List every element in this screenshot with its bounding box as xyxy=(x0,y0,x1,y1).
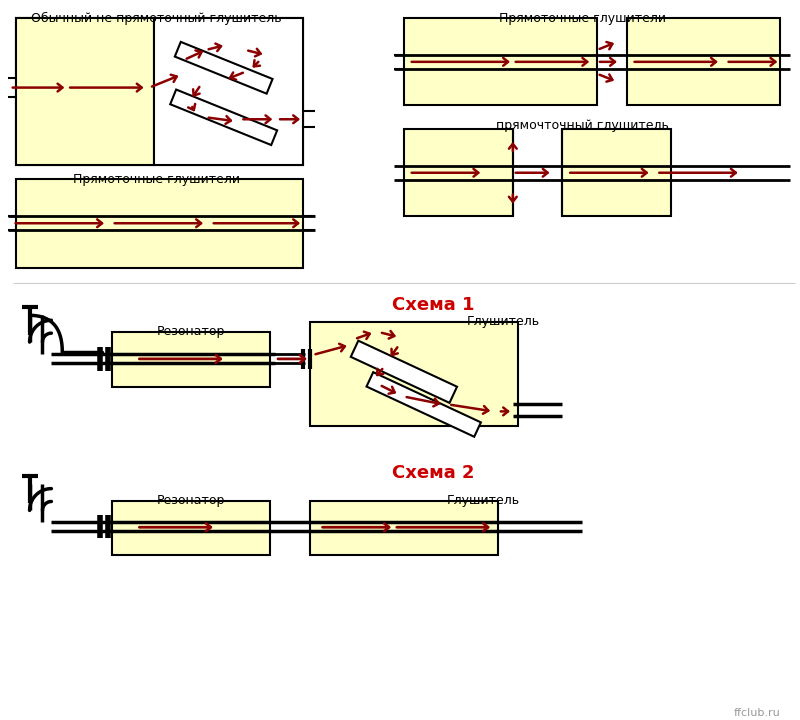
Text: Прямоточные глушители: Прямоточные глушители xyxy=(498,12,666,25)
Bar xyxy=(404,18,597,105)
Bar xyxy=(350,341,457,403)
Text: Резонатор: Резонатор xyxy=(157,325,225,338)
Text: Прямоточные глушители: Прямоточные глушители xyxy=(73,173,240,186)
Text: Глушитель: Глушитель xyxy=(446,494,520,507)
Bar xyxy=(310,323,518,426)
Bar xyxy=(112,332,270,387)
Bar xyxy=(154,18,303,165)
Text: Схема 2: Схема 2 xyxy=(392,464,475,482)
Bar xyxy=(626,18,780,105)
Bar xyxy=(16,179,303,268)
Text: Резонатор: Резонатор xyxy=(157,494,225,507)
Text: прямочточный глушитель: прямочточный глушитель xyxy=(496,120,669,132)
Bar xyxy=(170,89,277,145)
Bar xyxy=(310,500,498,555)
Bar xyxy=(366,372,481,437)
Bar xyxy=(175,42,273,94)
Text: Глушитель: Глушитель xyxy=(466,315,539,328)
Text: Обычный не прямоточный глушитель: Обычный не прямоточный глушитель xyxy=(31,12,282,25)
Bar xyxy=(16,18,154,165)
Bar xyxy=(404,129,513,216)
Bar xyxy=(562,129,671,216)
Text: Схема 1: Схема 1 xyxy=(392,295,475,313)
Text: ffclub.ru: ffclub.ru xyxy=(734,708,780,719)
Bar xyxy=(16,18,303,165)
Bar xyxy=(112,500,270,555)
